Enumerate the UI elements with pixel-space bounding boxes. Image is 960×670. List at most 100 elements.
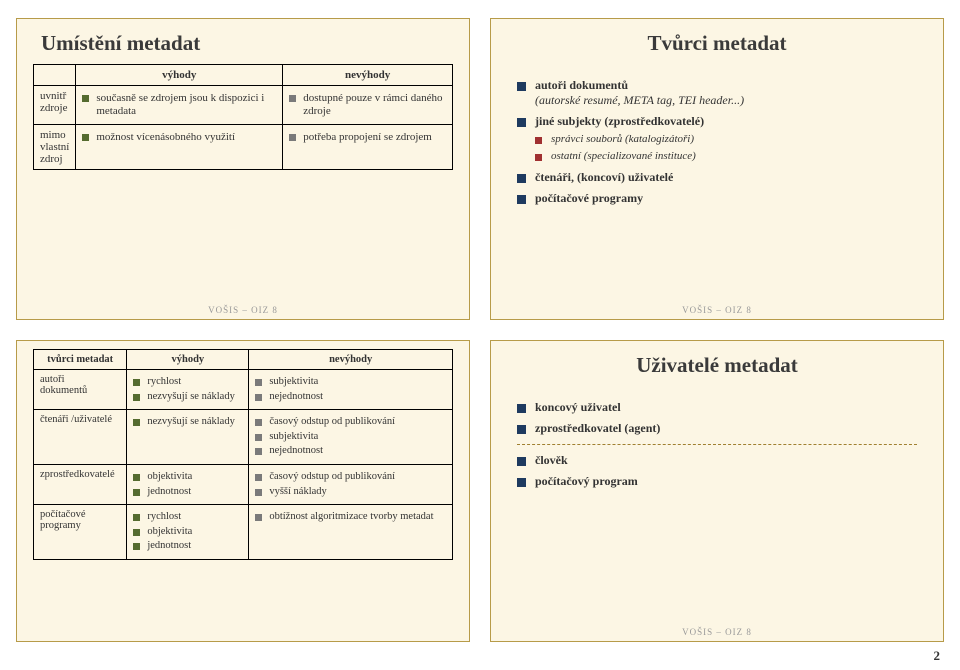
list-item: potřeba propojení se zdrojem [289, 131, 446, 144]
slide1-title: Umístění metadat [33, 31, 453, 56]
slide-tvurci-metadat: Tvůrci metadat autoři dokumentů (autorsk… [490, 18, 944, 320]
slide-tvurci-table: tvůrci metadat výhody nevýhody autoři do… [16, 340, 470, 642]
table-row: počítačové programy rychlost objektivita… [34, 505, 453, 560]
sub-list: správci souborů (katalogizátoři) ostatní… [535, 133, 917, 164]
list-item: počítačový program [517, 474, 917, 489]
slide2-title: Tvůrci metadat [507, 31, 927, 56]
slide2-list: autoři dokumentů (autorské resumé, META … [517, 78, 917, 206]
slide1-row2-label: mimo vlastní zdroj [34, 125, 76, 170]
slide-grid: Umístění metadat výhody nevýhody uvnitř … [0, 0, 960, 670]
cell-list: rychlost nezvyšují se náklady [133, 376, 242, 403]
slide3-r4-adv: rychlost objektivita jednotnost [127, 505, 249, 560]
slide1-row2-dis: potřeba propojení se zdrojem [283, 125, 453, 170]
list-item: dostupné pouze v rámci daného zdroje [289, 92, 446, 118]
list-item: nezvyšují se náklady [133, 416, 242, 429]
list-item: vyšší náklady [255, 486, 446, 499]
label-line: autoři [40, 374, 65, 385]
cell-list: rychlost objektivita jednotnost [133, 511, 242, 553]
list-item: subjektivita [255, 376, 446, 389]
slide1-footer: VOŠIS – OIZ 8 [17, 305, 469, 315]
list-item: nejednotnost [255, 391, 446, 404]
table-row: mimo vlastní zdroj možnost vícenásobného… [34, 125, 453, 170]
list-item: rychlost [133, 511, 242, 524]
list-item: současně se zdrojem jsou k dispozici i m… [82, 92, 276, 118]
slide3-r1-adv: rychlost nezvyšují se náklady [127, 370, 249, 410]
slide3-r3-label: zprostředkovatelé [34, 464, 127, 504]
cell-list: dostupné pouze v rámci daného zdroje [289, 92, 446, 118]
list-item: autoři dokumentů (autorské resumé, META … [517, 78, 917, 108]
cell-list: subjektivita nejednotnost [255, 376, 446, 403]
slide1-table: výhody nevýhody uvnitř zdroje současně s… [33, 64, 453, 170]
label-line: zdroje [40, 102, 67, 114]
slide4-list-bottom: člověk počítačový program [517, 453, 917, 489]
slide3-table: tvůrci metadat výhody nevýhody autoři do… [33, 349, 453, 560]
label-line: vlastní [40, 141, 69, 153]
slide3-r3-adv: objektivita jednotnost [127, 464, 249, 504]
slide4-list-top: koncový uživatel zprostředkovatel (agent… [517, 400, 917, 436]
table-empty-header [34, 65, 76, 86]
sub-list-item: správci souborů (katalogizátoři) [535, 133, 917, 147]
list-item-text: autoři dokumentů [535, 78, 628, 92]
divider [517, 444, 917, 445]
list-item: subjektivita [255, 431, 446, 444]
cell-list: nezvyšují se náklady [133, 416, 242, 429]
slide3-r1-dis: subjektivita nejednotnost [249, 370, 453, 410]
cell-list: obtížnost algoritmizace tvorby metadat [255, 511, 446, 524]
cell-list: současně se zdrojem jsou k dispozici i m… [82, 92, 276, 118]
list-item: časový odstup od publikování [255, 471, 446, 484]
slide2-footer: VOŠIS – OIZ 8 [491, 305, 943, 315]
list-item: objektivita [133, 471, 242, 484]
list-item: zprostředkovatel (agent) [517, 421, 917, 436]
slide3-r4-label: počítačové programy [34, 505, 127, 560]
sub-list-item: ostatní (specializované instituce) [535, 150, 917, 164]
slide-umisteni-metadat: Umístění metadat výhody nevýhody uvnitř … [16, 18, 470, 320]
cell-list: objektivita jednotnost [133, 471, 242, 498]
slide4-footer: VOŠIS – OIZ 8 [491, 627, 943, 637]
slide3-th1: výhody [127, 350, 249, 370]
list-item: jednotnost [133, 540, 242, 553]
slide-uzivatele-metadat: Uživatelé metadat koncový uživatel zpros… [490, 340, 944, 642]
slide3-r1-label: autoři dokumentů [34, 370, 127, 410]
list-item: možnost vícenásobného využití [82, 131, 276, 144]
slide3-r2-label: čtenáři /uživatelé [34, 410, 127, 465]
label-line: zdroj [40, 153, 63, 165]
list-item: počítačové programy [517, 191, 917, 206]
cell-list: potřeba propojení se zdrojem [289, 131, 446, 144]
table-row: uvnitř zdroje současně se zdrojem jsou k… [34, 86, 453, 125]
label-line: mimo [40, 129, 66, 141]
list-item: jednotnost [133, 486, 242, 499]
cell-list: časový odstup od publikování subjektivit… [255, 416, 446, 458]
list-item: nejednotnost [255, 445, 446, 458]
cell-list: časový odstup od publikování vyšší nákla… [255, 471, 446, 498]
slide3-r2-dis: časový odstup od publikování subjektivit… [249, 410, 453, 465]
slide3-r4-dis: obtížnost algoritmizace tvorby metadat [249, 505, 453, 560]
list-item: nezvyšují se náklady [133, 391, 242, 404]
list-item: obtížnost algoritmizace tvorby metadat [255, 511, 446, 524]
slide1-row2-adv: možnost vícenásobného využití [76, 125, 283, 170]
slide1-row1-adv: současně se zdrojem jsou k dispozici i m… [76, 86, 283, 125]
slide1-row1-label: uvnitř zdroje [34, 86, 76, 125]
table-row: čtenáři /uživatelé nezvyšují se náklady … [34, 410, 453, 465]
list-item-text: jiné subjekty (zprostředkovatelé) [535, 114, 704, 128]
slide3-r2-adv: nezvyšují se náklady [127, 410, 249, 465]
label-line: dokumentů [40, 385, 87, 396]
list-item: objektivita [133, 526, 242, 539]
list-item: časový odstup od publikování [255, 416, 446, 429]
list-item: rychlost [133, 376, 242, 389]
list-item: jiné subjekty (zprostředkovatelé) správc… [517, 114, 917, 164]
label-line: uvnitř [40, 90, 66, 102]
label-line: počítačové [40, 509, 85, 520]
slide1-row1-dis: dostupné pouze v rámci daného zdroje [283, 86, 453, 125]
slide3-th2: nevýhody [249, 350, 453, 370]
list-item: člověk [517, 453, 917, 468]
list-item: čtenáři, (koncoví) uživatelé [517, 170, 917, 185]
slide4-title: Uživatelé metadat [507, 353, 927, 378]
slide3-th0: tvůrci metadat [34, 350, 127, 370]
label-line: programy [40, 520, 81, 531]
slide3-r3-dis: časový odstup od publikování vyšší nákla… [249, 464, 453, 504]
page-number: 2 [934, 648, 941, 664]
slide1-th-nevyhody: nevýhody [283, 65, 453, 86]
list-item-sub-italic: (autorské resumé, META tag, TEI header..… [535, 93, 744, 107]
cell-list: možnost vícenásobného využití [82, 131, 276, 144]
slide1-th-vyhody: výhody [76, 65, 283, 86]
